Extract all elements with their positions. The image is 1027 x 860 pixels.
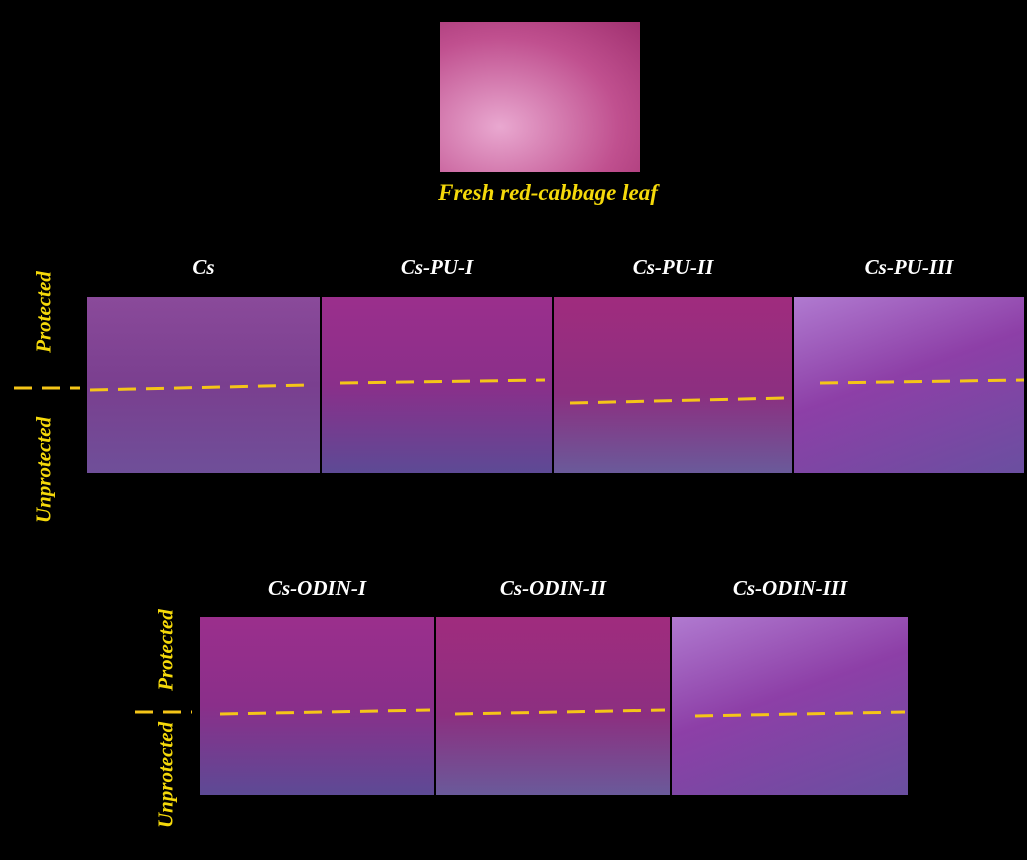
panel-divider [220,710,430,714]
figure: Fresh red-cabbage leaf CsCs-PU-ICs-PU-II… [0,0,1027,860]
panel-divider [820,380,1024,383]
panel-divider [90,385,310,390]
divider-overlay [0,0,1027,860]
panel-divider [570,398,785,403]
panel-divider [455,710,665,714]
panel-divider [695,712,905,716]
panel-divider [340,380,545,383]
